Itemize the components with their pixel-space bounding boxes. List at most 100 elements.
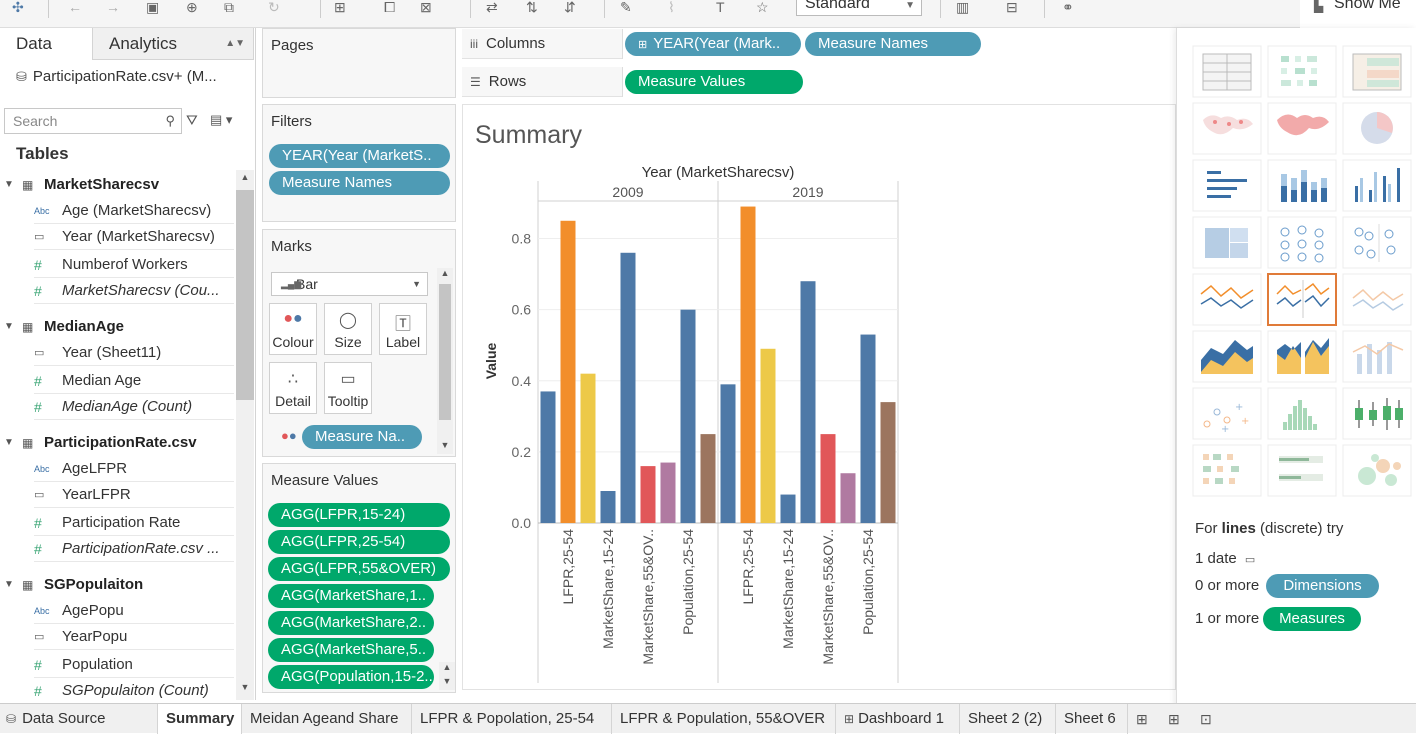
worksheet-view[interactable]: Summary Year (MarketSharecsv) 2009 2019 0.0… [462,104,1176,690]
field-item[interactable]: # Participation Rate [34,510,234,536]
datasource-item[interactable]: ⛁ ParticipationRate.csv+ (M... [16,68,252,90]
clear-sheet-icon[interactable]: ⊠ [420,0,432,15]
field-item[interactable]: Abc AgeLFPR [34,456,234,482]
sort-descending-icon[interactable]: ⇵ [564,0,576,15]
field-item[interactable]: ▭ Year (Sheet11) [34,340,234,366]
table-row-marketsharecsv[interactable]: ▼ ▦ MarketSharecsv [0,172,236,198]
show-me-button[interactable]: ▙ Show Me [1300,0,1416,28]
collapse-icon[interactable]: ▼ [4,437,14,448]
filled-map-thumb[interactable] [1267,102,1337,155]
heat-map-thumb[interactable] [1267,45,1337,98]
collapse-icon[interactable]: ▼ [4,179,14,190]
scroll-down-icon[interactable]: ▼ [442,676,452,686]
circle-views-thumb[interactable] [1267,216,1337,269]
tableau-logo-icon[interactable]: ✣ [12,0,24,15]
field-item[interactable]: # SGPopulaiton (Count) [34,678,234,698]
new-dashboard-icon[interactable]: ⊞ [1168,711,1180,727]
show-cards-icon[interactable]: ▥ [956,0,970,15]
treemap-thumb[interactable] [1192,216,1262,269]
field-item[interactable]: ▭ YearPopu [34,624,234,650]
highlight-icon[interactable]: ✎ [620,0,632,15]
measure-pill[interactable]: AGG(MarketShare,2.. [268,611,434,635]
tab-dashboard-1[interactable]: ⊞ Dashboard 1 [836,704,960,734]
tab-analytics[interactable]: Analytics ▲▼ [92,28,254,60]
measure-pill[interactable]: AGG(MarketShare,5.. [268,638,434,662]
marks-scrollbar[interactable]: ▲ ▼ [437,268,453,454]
text-table-thumb[interactable] [1192,45,1262,98]
detail-button[interactable]: ∴ Detail [269,362,317,414]
highlight-table-thumb[interactable] [1342,45,1412,98]
duplicate-sheet-icon[interactable]: ⧠ [384,0,396,15]
scatter-plot-thumb[interactable]: + + + [1192,387,1262,440]
bullet-graph-thumb[interactable] [1267,444,1337,497]
table-row-participationrate[interactable]: ▼ ▦ ParticipationRate.csv [0,430,236,456]
rows-shelf[interactable]: ☰ Rows Measure Values [462,67,1176,97]
measure-pill[interactable]: AGG(LFPR,15-24) [268,503,450,527]
area-continuous-thumb[interactable] [1192,330,1262,383]
continuous-lines-thumb[interactable] [1192,273,1262,326]
measure-pill[interactable]: AGG(LFPR,55&OVER) [268,557,450,581]
scroll-up-icon[interactable]: ▲ [440,268,450,278]
tab-lfpr-population-25-54[interactable]: LFPR & Popolation, 25-54 [412,704,612,734]
tab-data-source[interactable]: ⛁ Data Source [0,704,158,734]
collapse-icon[interactable]: ▼ [4,321,14,332]
table-row-sgpopulaiton[interactable]: ▼ ▦ SGPopulaiton [0,572,236,598]
gantt-chart-thumb[interactable] [1192,444,1262,497]
collapse-icon[interactable]: ▼ [4,579,14,590]
fit-select[interactable]: Standard ▼ [796,0,922,16]
columns-drop-area[interactable]: ⊞ YEAR(Year (Mark.. Measure Names [622,29,1176,59]
group-icon[interactable]: ⌇ [668,0,675,15]
share-icon[interactable]: ⚭ [1062,0,1074,15]
new-sheet-icon[interactable]: ⊞ [334,0,346,15]
measure-values-scrollbar[interactable]: ▲ ▼ [439,662,455,690]
size-button[interactable]: ◯ Size [324,303,372,355]
tab-summary[interactable]: Summary [158,704,242,734]
field-item[interactable]: # Median Age [34,368,234,394]
side-by-side-bars-thumb[interactable] [1342,159,1412,212]
colour-button[interactable]: ●● Colour [269,303,317,355]
mark-type-select[interactable]: ▂▄▆ Bar ▼ [271,272,428,296]
view-options-icon[interactable]: ▤ ▾ [210,112,233,127]
data-pane-scrollbar[interactable]: ▲ ▼ [236,170,254,700]
save-icon[interactable]: ▣ [146,0,160,15]
new-story-icon[interactable]: ⊡ [1200,711,1212,727]
rows-drop-area[interactable]: Measure Values [622,67,1176,97]
dual-combination-thumb[interactable] [1342,330,1412,383]
column-pill-measure-names[interactable]: Measure Names [805,32,981,56]
pause-updates-icon[interactable]: ⧉ [224,0,234,15]
redo-icon[interactable]: → [106,0,120,15]
filter-pill-year[interactable]: YEAR(Year (MarketS.. [269,144,450,168]
pie-chart-thumb[interactable] [1342,102,1412,155]
fix-axes-icon[interactable]: ☆ [756,0,769,15]
measure-pill[interactable]: AGG(MarketShare,1.. [268,584,434,608]
undo-icon[interactable]: ← [68,0,82,15]
symbol-map-thumb[interactable] [1192,102,1262,155]
swap-icon[interactable]: ⇄ [486,0,498,15]
scroll-up-icon[interactable]: ▲ [442,662,452,672]
scrollbar-thumb[interactable] [236,190,254,400]
columns-shelf[interactable]: iii Columns ⊞ YEAR(Year (Mark.. Measure Na… [462,29,1176,59]
packed-bubbles-thumb[interactable] [1342,444,1412,497]
measure-pill[interactable]: AGG(LFPR,25-54) [268,530,450,554]
stacked-bars-thumb[interactable] [1267,159,1337,212]
field-item[interactable]: # Numberof Workers [34,252,234,278]
field-item[interactable]: # Population [34,652,234,678]
measure-pill[interactable]: AGG(Population,15-2.. [268,665,434,689]
field-item[interactable]: # MarketSharecsv (Cou... [34,278,234,304]
dual-lines-thumb[interactable] [1342,273,1412,326]
scroll-up-icon[interactable]: ▲ [240,172,250,182]
scrollbar-thumb[interactable] [439,284,451,420]
refresh-icon[interactable]: ↻ [268,0,280,15]
field-item[interactable]: Abc Age (MarketSharecsv) [34,198,234,224]
table-row-medianage[interactable]: ▼ ▦ MedianAge [0,314,236,340]
tab-meidan-ageand-share[interactable]: Meidan Ageand Share [242,704,412,734]
new-datasource-icon[interactable]: ⊕ [186,0,198,15]
side-by-side-circles-thumb[interactable] [1342,216,1412,269]
field-item[interactable]: # ParticipationRate.csv ... [34,536,234,562]
new-worksheet-icon[interactable]: ⊞ [1136,711,1148,727]
tab-sheet-6[interactable]: Sheet 6 [1056,704,1128,734]
histogram-thumb[interactable] [1267,387,1337,440]
field-item[interactable]: ▭ Year (MarketSharecsv) [34,224,234,250]
tab-sheet-2-2[interactable]: Sheet 2 (2) [960,704,1056,734]
field-item[interactable]: Abc AgePopu [34,598,234,624]
